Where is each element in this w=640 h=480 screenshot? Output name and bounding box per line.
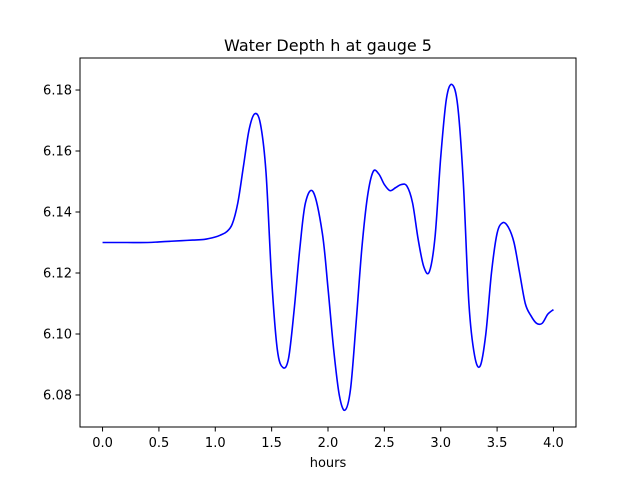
series-line-0 xyxy=(102,83,554,412)
x-tick-label: 3.0 xyxy=(430,436,451,451)
x-tick-label: 3.5 xyxy=(487,436,508,451)
plot-layer xyxy=(102,83,554,412)
y-tick-label: 6.16 xyxy=(43,145,72,160)
y-axis-ticks: 6.08 6.10 6.12 6.14 6.16 6.18 xyxy=(43,84,80,403)
x-tick-label: 2.5 xyxy=(374,436,395,451)
y-tick-label: 6.12 xyxy=(43,266,72,281)
x-tick-label: 1.5 xyxy=(261,436,282,451)
x-axis-ticks: 0.0 0.5 1.0 1.5 2.0 2.5 3.0 3.5 4.0 xyxy=(92,427,564,451)
y-tick-label: 6.18 xyxy=(43,84,72,99)
chart-title: Water Depth h at gauge 5 xyxy=(224,36,432,55)
x-tick-label: 0.0 xyxy=(92,436,113,451)
x-tick-label: 2.0 xyxy=(318,436,339,451)
y-tick-label: 6.14 xyxy=(43,206,72,221)
x-axis-label: hours xyxy=(310,456,347,471)
x-tick-label: 0.5 xyxy=(149,436,170,451)
y-tick-label: 6.08 xyxy=(43,388,72,403)
x-tick-label: 4.0 xyxy=(543,436,564,451)
x-tick-label: 1.0 xyxy=(205,436,226,451)
plot-area-frame xyxy=(79,57,577,428)
y-tick-label: 6.10 xyxy=(43,327,72,342)
